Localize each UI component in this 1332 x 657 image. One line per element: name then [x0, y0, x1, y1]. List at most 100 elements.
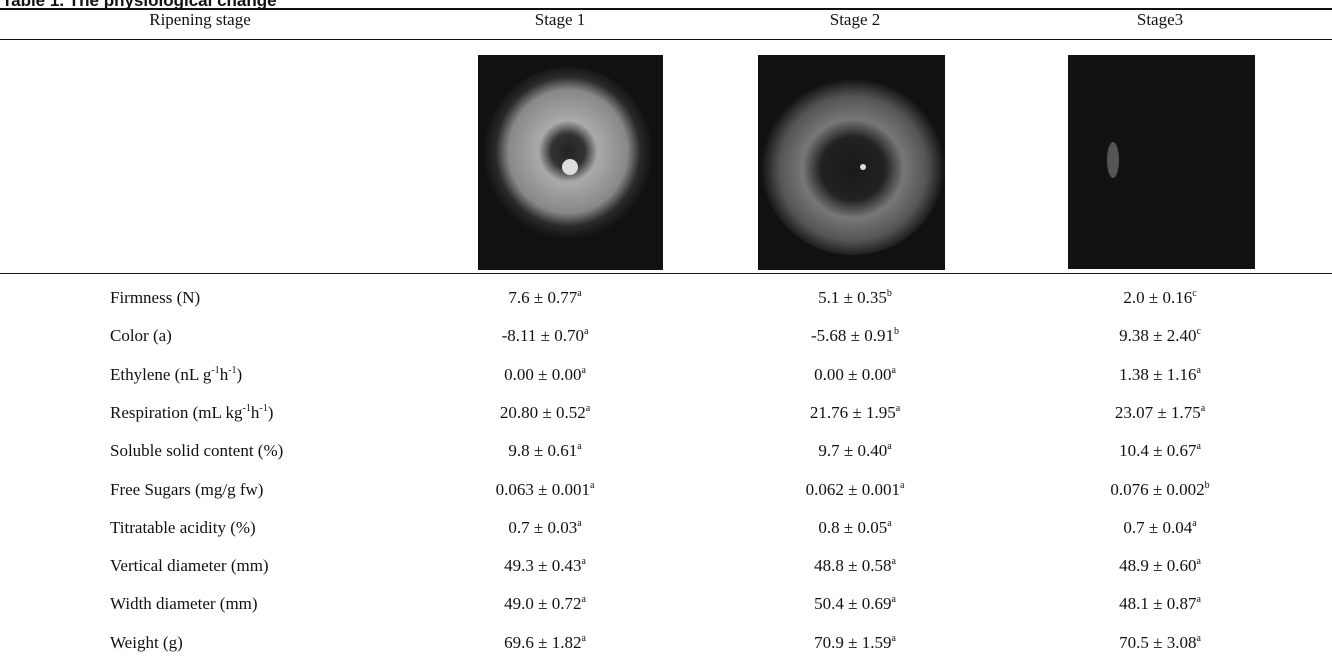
row-label: Respiration (mL kg-1h-1) — [110, 403, 273, 423]
mean: 23.07 — [1114, 402, 1154, 422]
significance-letter: c — [1192, 288, 1197, 299]
significance-letter: a — [1196, 556, 1201, 568]
label-superscript: -1 — [211, 364, 220, 376]
sd: 0.001 — [861, 479, 900, 499]
plus-minus: ± — [1148, 556, 1167, 576]
sd: 0.001 — [551, 479, 590, 499]
mean: 50.4 — [814, 594, 844, 614]
value-cell: 70.5 ± 3.08a — [1119, 633, 1201, 653]
label-text: Width diameter (mm) — [110, 594, 258, 614]
row-label: Free Sugars (mg/g fw) — [110, 480, 263, 500]
column-header: Stage3 — [1136, 10, 1184, 29]
sd: 0.69 — [861, 594, 892, 614]
sd: 0.70 — [554, 326, 584, 346]
plus-minus: ± — [1144, 517, 1163, 537]
label-text: ) — [236, 364, 243, 384]
significance-letter: a — [891, 364, 896, 376]
sd: 0.67 — [1166, 441, 1197, 461]
sd: 1.16 — [1166, 364, 1197, 384]
plus-minus: ± — [839, 517, 858, 537]
mean: 0.7 — [1123, 517, 1145, 537]
plus-minus: ± — [843, 364, 862, 384]
mean: 0.076 — [1110, 479, 1149, 499]
label-text: Ethylene (nL g — [110, 364, 212, 384]
significance-letter: a — [577, 517, 582, 529]
value-cell: 0.062 ± 0.001a — [806, 480, 905, 500]
significance-letter: a — [887, 441, 892, 453]
significance-letter: a — [1196, 441, 1201, 453]
column-header: Stage 1 — [534, 10, 586, 29]
mean: 0.063 — [495, 479, 534, 499]
mean: 7.6 — [508, 288, 530, 307]
label-superscript: -1 — [242, 402, 251, 414]
significance-letter: a — [1196, 632, 1201, 644]
plus-minus: ± — [1148, 479, 1167, 499]
plus-minus: ± — [536, 326, 555, 346]
sd: 0.72 — [551, 594, 582, 614]
value-cell: 0.8 ± 0.05a — [818, 518, 891, 538]
significance-letter: b — [894, 326, 900, 338]
significance-letter: a — [891, 556, 896, 568]
value-cell: 23.07 ± 1.75a — [1115, 403, 1205, 423]
significance-letter: a — [895, 402, 901, 414]
sd: 0.35 — [857, 288, 887, 307]
header-rule — [0, 39, 1332, 40]
mean: 9.8 — [508, 441, 530, 461]
value-cell: 50.4 ± 0.69a — [814, 594, 896, 614]
row-label: Weight (g) — [110, 633, 183, 653]
value-cell: 48.8 ± 0.58a — [814, 556, 896, 576]
significance-letter: a — [589, 479, 595, 491]
mean: 69.6 — [504, 632, 534, 652]
plus-minus: ± — [843, 594, 862, 614]
significance-letter: a — [1192, 517, 1197, 529]
significance-letter: a — [891, 632, 896, 644]
value-cell: 20.80 ± 0.52a — [500, 403, 590, 423]
significance-letter: a — [577, 441, 582, 453]
mean: 5.1 — [818, 288, 840, 307]
label-text: Soluble solid content (%) — [110, 441, 284, 461]
significance-letter: a — [581, 556, 586, 568]
sd: 0.00 — [551, 364, 582, 384]
plus-minus: ± — [533, 594, 552, 614]
sd: 0.58 — [861, 556, 892, 576]
sd: 1.75 — [1170, 402, 1201, 422]
significance-letter: a — [585, 402, 591, 414]
label-text: h — [219, 364, 229, 384]
label-text: Free Sugars (mg/g fw) — [110, 479, 264, 499]
plus-minus: ± — [843, 479, 862, 499]
value-cell: 48.1 ± 0.87a — [1119, 594, 1201, 614]
sd: 0.03 — [547, 517, 578, 537]
fruit-image — [478, 55, 663, 270]
value-cell: 9.8 ± 0.61a — [508, 441, 581, 461]
plus-minus: ± — [1148, 441, 1167, 461]
sd: 0.002 — [1166, 479, 1205, 499]
value-cell: 21.76 ± 1.95a — [810, 403, 900, 423]
sd: 0.40 — [857, 441, 888, 461]
row-label: Soluble solid content (%) — [110, 441, 283, 461]
significance-letter: a — [887, 517, 892, 529]
plus-minus: ± — [529, 441, 548, 461]
plus-minus: ± — [533, 556, 552, 576]
mean: 49.0 — [504, 594, 534, 614]
mean: 10.4 — [1119, 441, 1149, 461]
value-cell: -5.68 ± 0.91b — [811, 326, 899, 346]
row-label: Ethylene (nL g-1h-1) — [110, 365, 242, 385]
sd: 2.40 — [1166, 326, 1197, 346]
plus-minus: ± — [538, 402, 556, 422]
sd: 0.91 — [864, 326, 895, 346]
value-cell: 9.7 ± 0.40a — [818, 441, 891, 461]
sd: 0.52 — [555, 402, 586, 422]
plus-minus: ± — [1153, 402, 1171, 422]
significance-letter: a — [1196, 594, 1201, 606]
row-label: Width diameter (mm) — [110, 594, 258, 614]
significance-letter: a — [581, 632, 586, 644]
value-cell: -8.11 ± 0.70a — [502, 326, 589, 346]
mean: 0.8 — [818, 517, 840, 537]
sd: 0.05 — [857, 517, 888, 537]
sd: 0.60 — [1166, 556, 1197, 576]
sd: 0.04 — [1162, 517, 1193, 537]
mean: 70.5 — [1119, 632, 1149, 652]
row-label: Firmness (N) — [110, 288, 200, 308]
plus-minus: ± — [1144, 288, 1163, 307]
